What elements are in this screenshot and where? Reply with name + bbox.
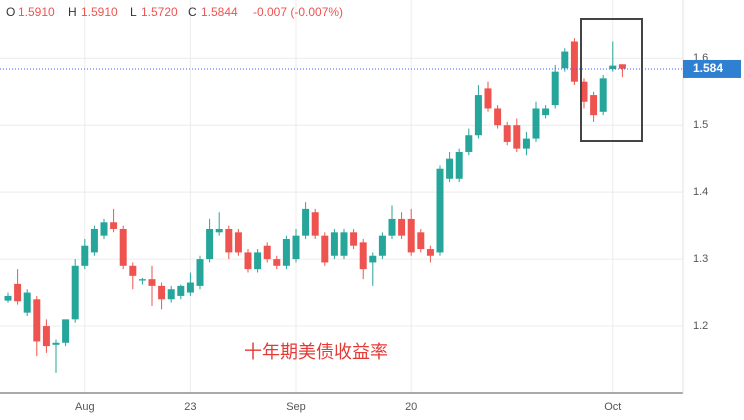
candle-body — [378, 235, 386, 256]
y-tick-label: 1.5 — [693, 119, 708, 131]
candle-body — [542, 108, 550, 116]
candle-body — [321, 235, 329, 263]
candle-body — [196, 259, 204, 286]
candle-body — [81, 245, 89, 266]
x-tick-label: 23 — [184, 401, 196, 413]
candle-body — [71, 265, 79, 320]
candle-body — [330, 232, 338, 256]
candle-body — [148, 279, 156, 286]
y-tick-label: 1.4 — [693, 186, 708, 198]
candle-body — [465, 135, 473, 152]
candle-body — [407, 218, 415, 253]
header-change: -0.007 (-0.007%) — [253, 5, 343, 19]
plot-bg — [0, 0, 683, 393]
candle-body — [599, 78, 607, 112]
candle-body — [244, 252, 252, 270]
candle-body — [177, 285, 185, 296]
header-open: 1.5910 — [18, 5, 55, 19]
candle-body — [254, 252, 262, 270]
y-tick-label: 1.3 — [693, 253, 708, 265]
header-o: O — [6, 5, 15, 19]
candle-body — [609, 65, 617, 69]
candle-body — [186, 282, 194, 293]
candle-body — [167, 289, 175, 300]
candle-body — [311, 212, 319, 236]
candle-body — [532, 108, 540, 139]
candle-body — [436, 168, 444, 253]
candle-body — [138, 279, 146, 281]
candle-body — [455, 151, 463, 179]
candle-body — [350, 232, 358, 246]
candle-body — [417, 232, 425, 250]
candle-body — [129, 265, 137, 276]
candle-body — [100, 222, 108, 236]
header-h: H — [68, 5, 77, 19]
candle-body — [522, 138, 530, 149]
candle-body — [302, 208, 310, 236]
candle-body — [23, 292, 31, 313]
annotation: 十年期美债收益率 — [244, 342, 388, 362]
candle-body — [14, 283, 22, 302]
candle-body — [494, 108, 502, 126]
candle-body — [618, 64, 626, 69]
candle-body — [273, 259, 281, 266]
candle-body — [62, 319, 70, 343]
candle-body — [590, 95, 598, 116]
candle-body — [446, 158, 454, 179]
candle-body — [359, 242, 367, 270]
candle-body — [52, 342, 60, 345]
header-high: 1.5910 — [81, 5, 118, 19]
candle-body — [369, 255, 377, 263]
candle-body — [426, 249, 434, 256]
candle-body — [292, 235, 300, 260]
highlight-box — [580, 18, 643, 142]
candle-body — [42, 326, 50, 347]
candle-body — [158, 285, 166, 300]
candle-body — [282, 239, 290, 266]
x-tick-label: 20 — [405, 401, 417, 413]
x-tick-label: Aug — [75, 401, 95, 413]
candle-body — [234, 232, 242, 253]
candle-body — [474, 95, 482, 136]
candle-body — [215, 228, 223, 233]
candle-body — [206, 228, 214, 260]
candle-body — [4, 295, 12, 301]
candle-body — [119, 228, 127, 266]
header-close: 1.5844 — [201, 5, 238, 19]
candle-body — [398, 218, 406, 236]
price-label-bg — [683, 59, 741, 78]
candle-body — [561, 51, 569, 69]
candle-body — [570, 41, 578, 82]
header-low: 1.5720 — [141, 5, 178, 19]
candle-body — [484, 88, 492, 109]
y-tick-label: 1.2 — [693, 320, 708, 332]
candle-body — [503, 125, 511, 142]
header: O 1.5910 H 1.5910 L 1.5720 C 1.5844 -0.0… — [6, 5, 343, 19]
candle-body — [388, 218, 396, 236]
header-l: L — [130, 5, 137, 19]
candle-body — [110, 222, 118, 229]
candle-body — [580, 81, 588, 102]
candle-body — [90, 228, 98, 253]
candle-body — [551, 71, 559, 106]
candle-body — [263, 245, 271, 260]
header-c: C — [188, 5, 197, 19]
price-label: 1.584 — [693, 61, 723, 75]
candle-body — [225, 228, 233, 253]
x-tick-label: Oct — [604, 401, 621, 413]
candle-body — [513, 125, 521, 149]
candle-body — [33, 299, 41, 342]
x-tick-label: Sep — [286, 401, 306, 413]
candle-body — [340, 232, 348, 256]
